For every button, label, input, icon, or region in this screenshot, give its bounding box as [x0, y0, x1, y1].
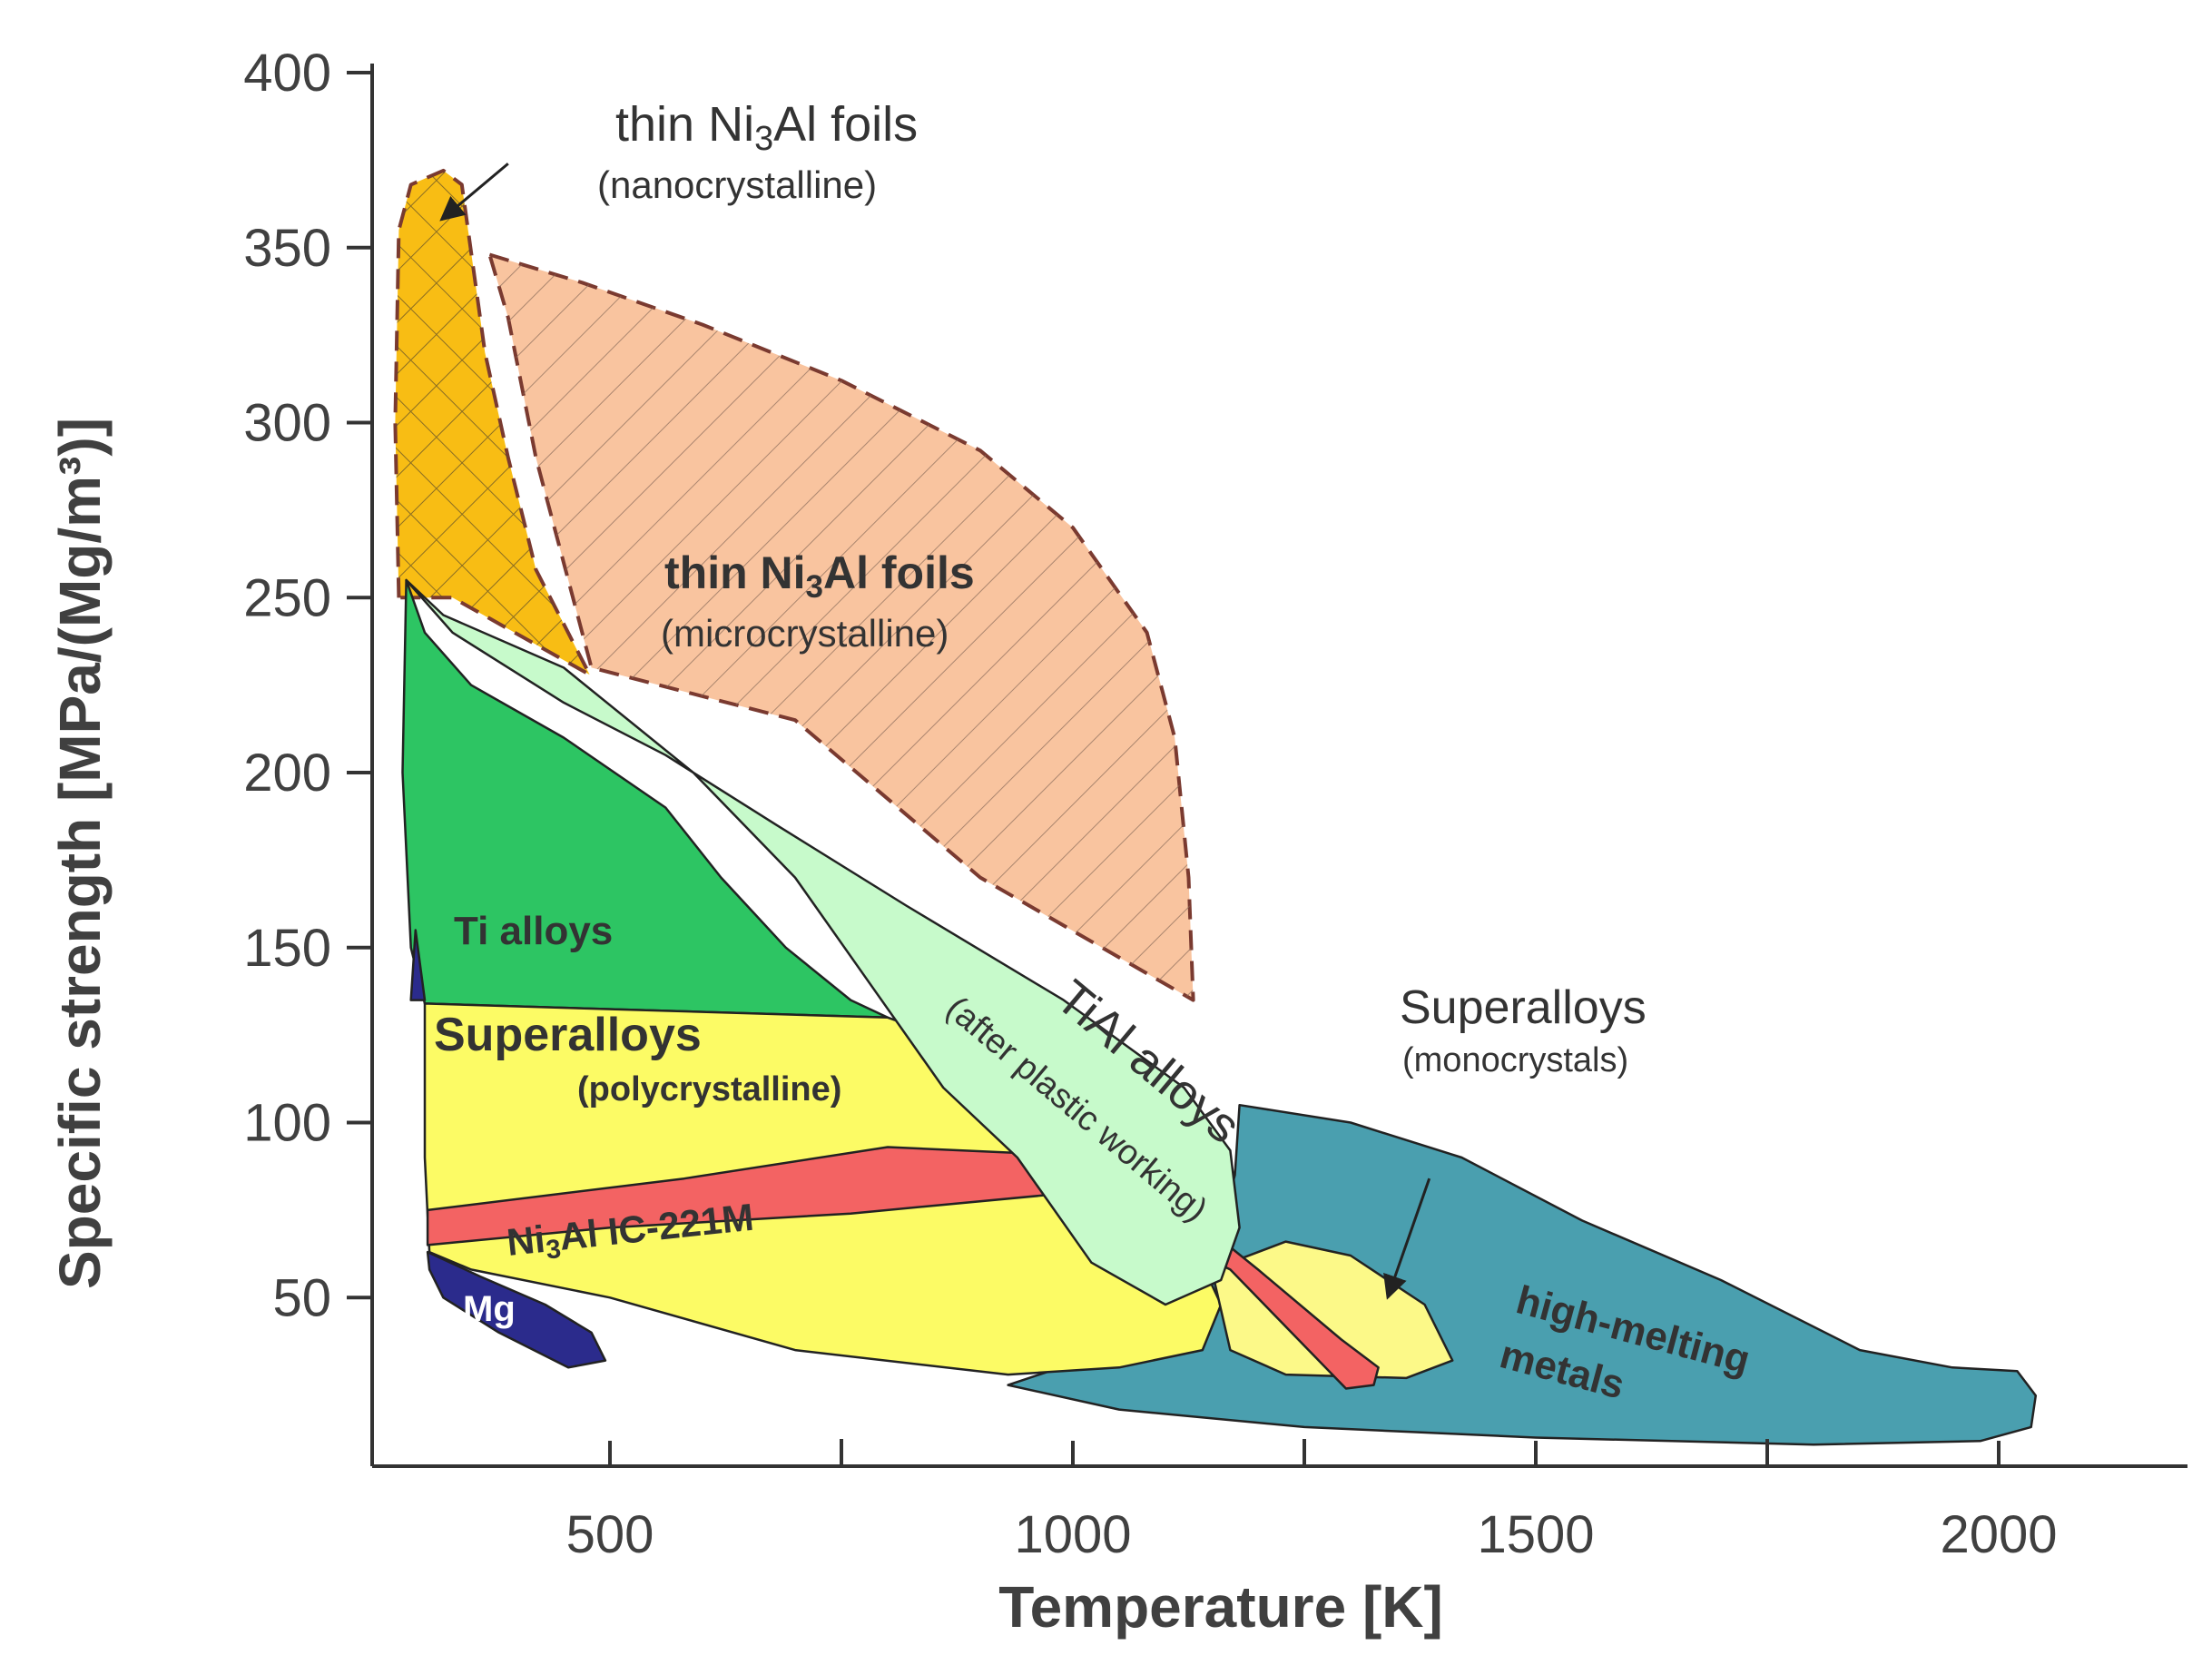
label-nano-paren: (nanocrystalline) — [597, 163, 877, 206]
y-tick-label-400: 400 — [243, 44, 331, 103]
region-mg_sliver — [409, 929, 427, 1001]
region-ti_alloys — [401, 578, 890, 1020]
y-tick-label-250: 250 — [243, 568, 331, 627]
y-tick-label-50: 50 — [272, 1268, 331, 1327]
x-tick-label-2000: 2000 — [1940, 1505, 2057, 1564]
nano-tail: Al foils — [773, 97, 918, 152]
label-superalloys-poly-paren: (polycrystalline) — [577, 1070, 841, 1108]
x-tick-label-1000: 1000 — [1014, 1505, 1131, 1564]
micro-main: thin Ni — [664, 547, 806, 598]
label-ti-alloys: Ti alloys — [454, 909, 613, 953]
nano-main: thin Ni — [615, 97, 754, 152]
tick-layer: 50 100 150 200 250 300 350 400 500 1000 1500 2000 — [243, 44, 2057, 1564]
label-superalloys-mono-paren: (monocrystals) — [1402, 1041, 1628, 1079]
x-tick-label-500: 500 — [566, 1505, 654, 1564]
label-micro-paren: (microcrystalline) — [661, 612, 949, 655]
annotation-arrow-nano — [439, 163, 509, 222]
region-tial — [405, 578, 1241, 1306]
y-tick-label-100: 100 — [243, 1094, 331, 1153]
label-superalloys-poly: Superalloys — [434, 1009, 702, 1061]
x-axis-title: Temperature [K] — [998, 1574, 1443, 1640]
label-nano: thin Ni3Al foils — [615, 97, 918, 158]
region-mg — [426, 1250, 607, 1369]
region-layer — [393, 168, 2038, 1446]
micro-tail: Al foils — [823, 547, 975, 598]
x-tick-label-1500: 1500 — [1477, 1505, 1594, 1564]
y-tick-label-150: 150 — [243, 919, 331, 978]
ni3al-main: Ni — [505, 1217, 547, 1264]
y-tick-label-200: 200 — [243, 744, 331, 803]
label-superalloys-mono: Superalloys — [1400, 981, 1647, 1034]
label-mg: Mg — [463, 1289, 516, 1329]
annotation-layer — [439, 163, 1431, 1300]
region-nano-hatch — [395, 170, 590, 675]
y-tick-label-300: 300 — [243, 394, 331, 453]
annotation-arrow-superalloys_mono — [1383, 1177, 1431, 1300]
y-axis-title: Specific strength [MPa/(Mg/m³)] — [47, 418, 113, 1289]
y-tick-label-350: 350 — [243, 219, 331, 278]
nano-sub: 3 — [754, 120, 773, 158]
region-superalloys_mono — [1210, 1240, 1454, 1380]
micro-sub: 3 — [806, 569, 823, 605]
ni3al-sub: 3 — [545, 1234, 563, 1266]
label-micro: thin Ni3Al foils — [664, 547, 975, 605]
axes — [370, 64, 2187, 1468]
region-micro-hatch — [489, 254, 1194, 1000]
